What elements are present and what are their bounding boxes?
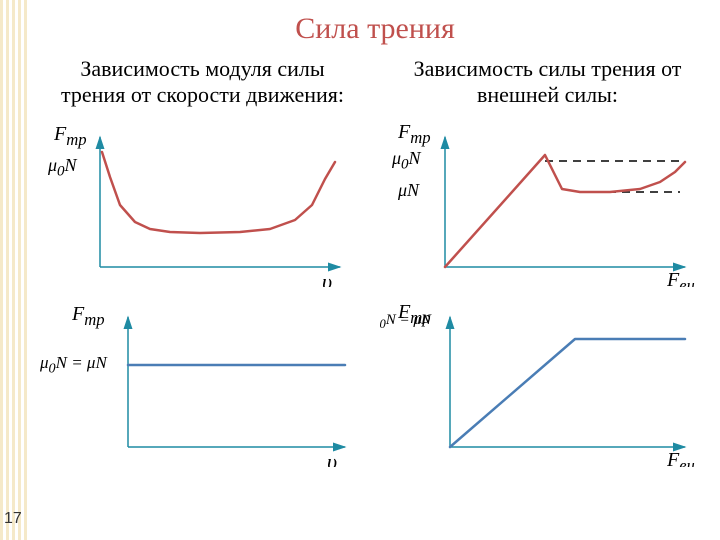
page-title: Сила трения xyxy=(30,0,720,46)
charts-grid: Fтрμ0Nυ Fтрμ0NμNFвн Fтрμ0N = μNυ Fтрμ0N … xyxy=(30,117,720,467)
subtitle-left: Зависимость модуля силы трения от скорос… xyxy=(30,56,375,109)
chart-friction-vs-speed-1: Fтрμ0Nυ xyxy=(40,117,370,287)
chart-svg-tl: Fтрμ0Nυ xyxy=(40,117,370,287)
slide-content: Сила трения Зависимость модуля силы трен… xyxy=(30,0,720,540)
chart-friction-vs-external-2: Fтрμ0N = μNFвн xyxy=(380,297,710,467)
chart-friction-vs-speed-2: Fтрμ0N = μNυ xyxy=(40,297,370,467)
page-number: 17 xyxy=(4,510,22,528)
subtitles-row: Зависимость модуля силы трения от скорос… xyxy=(30,56,720,109)
chart-svg-bl: Fтрμ0N = μNυ xyxy=(40,297,370,467)
subtitle-right: Зависимость силы трения от внешней силы: xyxy=(375,56,720,109)
chart-svg-br: Fтрμ0N = μNFвн xyxy=(380,297,710,467)
decorative-fringe xyxy=(0,0,30,540)
chart-svg-tr: Fтрμ0NμNFвн xyxy=(380,117,710,287)
chart-friction-vs-external-1: Fтрμ0NμNFвн xyxy=(380,117,710,287)
